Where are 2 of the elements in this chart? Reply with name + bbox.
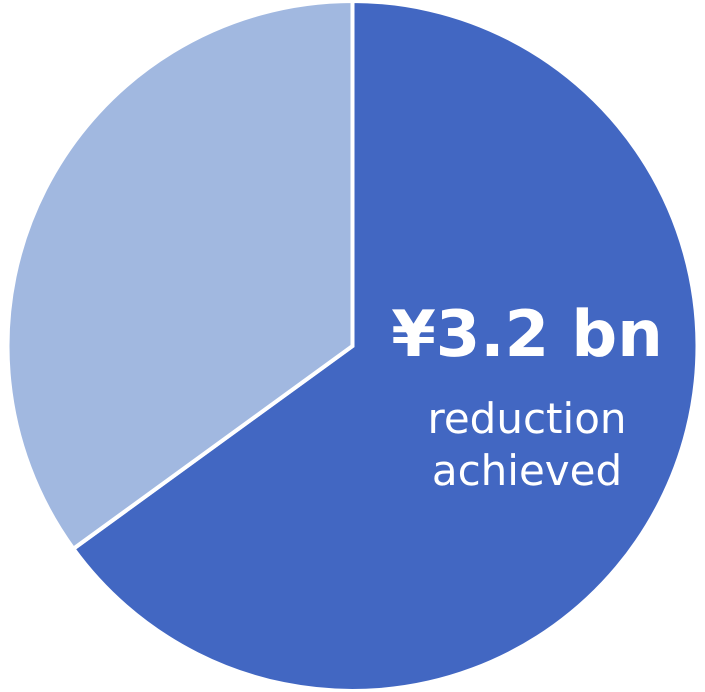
text: reduction achieved [427, 394, 627, 495]
text: ¥3.2 bn [391, 298, 663, 372]
